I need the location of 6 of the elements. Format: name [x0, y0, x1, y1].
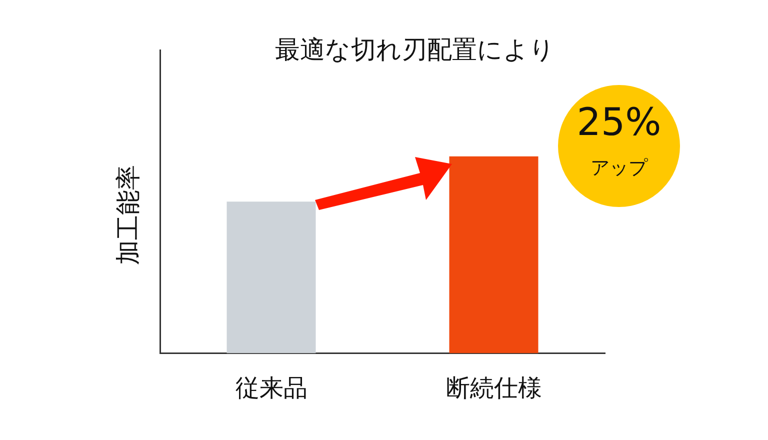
chart-title: 最適な切れ刃配置により [274, 34, 556, 66]
annotation: アップ [590, 156, 649, 181]
y-axis-title: 加工能率 [112, 165, 144, 265]
x-tick-label: 従来品 [235, 374, 308, 402]
text: 25% [576, 100, 662, 144]
x-tick-label: 断続仕様 [446, 374, 542, 402]
